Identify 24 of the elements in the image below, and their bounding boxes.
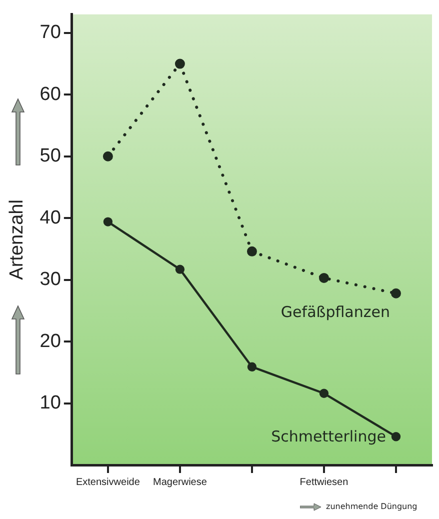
y-tick-label: 40 — [40, 207, 61, 228]
point — [174, 58, 185, 69]
y-tick-label: 60 — [40, 84, 61, 105]
y-tick-label: 30 — [40, 269, 61, 290]
y-tick-label: 20 — [40, 330, 61, 352]
point — [175, 264, 185, 274]
series-label: Schmetterlinge — [271, 427, 386, 446]
y-tick-label: 50 — [40, 146, 61, 167]
point — [390, 288, 401, 298]
point — [247, 362, 257, 372]
point — [391, 432, 401, 442]
y-tick-label: 70 — [40, 22, 61, 44]
point — [103, 217, 113, 226]
text: zunehmende Düngung — [326, 502, 418, 511]
series-label: Gefäßpflanzen — [280, 302, 390, 321]
x-tick-label: Extensivweide — [76, 476, 140, 488]
point — [319, 388, 329, 398]
x-tick-label: Fettwiesen — [300, 476, 348, 488]
y-tick-label: 10 — [40, 392, 61, 414]
point — [246, 246, 257, 256]
x-tick-label: Magerwiese — [152, 476, 208, 488]
y-axis-title: Artenzahl — [6, 200, 28, 280]
point — [102, 151, 113, 162]
point — [318, 272, 329, 283]
